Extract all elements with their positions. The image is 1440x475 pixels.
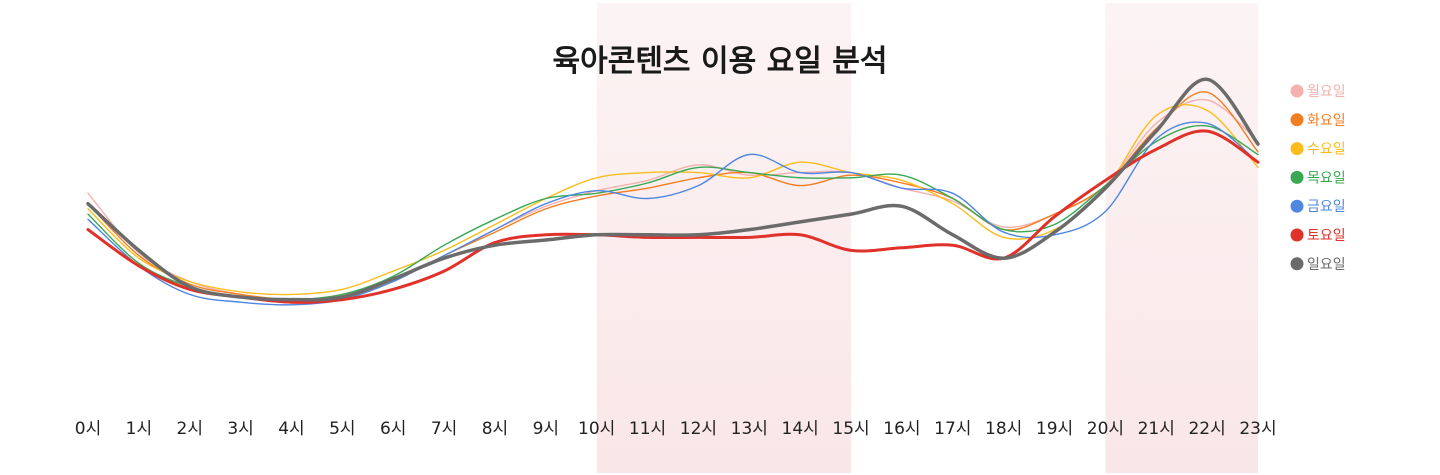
x-tick-label: 23시 xyxy=(1239,419,1276,439)
legend-item-3[interactable]: 목요일 xyxy=(1290,170,1346,186)
legend-marker xyxy=(1290,170,1304,184)
x-tick-label: 17시 xyxy=(934,419,971,439)
series-lines xyxy=(86,77,1260,306)
x-tick-label: 21시 xyxy=(1138,419,1175,439)
x-tick-label: 15시 xyxy=(832,419,869,439)
legend-marker xyxy=(1290,257,1304,271)
legend-label: 토요일 xyxy=(1307,228,1346,244)
legend-item-5[interactable]: 토요일 xyxy=(1290,228,1346,244)
x-tick-label: 19시 xyxy=(1036,419,1073,439)
legend-marker xyxy=(1290,142,1304,156)
x-tick-label: 4시 xyxy=(278,419,304,439)
legend-item-6[interactable]: 일요일 xyxy=(1290,257,1346,273)
x-tick-label: 13시 xyxy=(731,419,768,439)
x-tick-label: 10시 xyxy=(578,419,615,439)
legend-label: 화요일 xyxy=(1307,113,1346,129)
x-tick-label: 3시 xyxy=(227,419,253,439)
x-tick-label: 12시 xyxy=(680,419,717,439)
legend-label: 금요일 xyxy=(1307,199,1346,215)
series-line-6 xyxy=(86,77,1260,302)
legend-label: 목요일 xyxy=(1307,170,1346,186)
legend-label: 수요일 xyxy=(1307,142,1346,158)
series-line-4 xyxy=(87,121,1259,306)
legend-item-4[interactable]: 금요일 xyxy=(1290,199,1346,215)
x-tick-label: 8시 xyxy=(482,419,508,439)
x-tick-label: 7시 xyxy=(431,419,457,439)
x-tick-label: 0시 xyxy=(75,419,101,439)
series-line-5 xyxy=(86,129,1260,304)
x-tick-label: 22시 xyxy=(1188,419,1225,439)
legend-marker xyxy=(1290,84,1304,98)
legend-marker xyxy=(1290,199,1304,213)
x-tick-label: 14시 xyxy=(782,419,819,439)
legend-label: 월요일 xyxy=(1307,84,1346,100)
legend-item-0[interactable]: 월요일 xyxy=(1290,84,1346,100)
legend-item-1[interactable]: 화요일 xyxy=(1290,113,1346,129)
x-tick-label: 1시 xyxy=(126,419,152,439)
x-tick-label: 20시 xyxy=(1087,419,1124,439)
x-tick-label: 5시 xyxy=(329,419,355,439)
chart-title: 육아콘텐츠 이용 요일 분석 xyxy=(553,44,888,79)
x-tick-label: 18시 xyxy=(985,419,1022,439)
x-tick-label: 16시 xyxy=(883,419,920,439)
x-tick-label: 11시 xyxy=(629,419,666,439)
x-tick-label: 9시 xyxy=(533,419,559,439)
legend-marker xyxy=(1290,113,1304,127)
highlight-band-1 xyxy=(1105,3,1258,473)
legend-item-2[interactable]: 수요일 xyxy=(1290,142,1346,158)
x-tick-label: 2시 xyxy=(177,419,203,439)
x-axis-ticks: 0시 1시 2시 3시 4시 5시 6시 7시 8시 9시 10시 11시 12시 13시 14시 15시 16… xyxy=(75,419,1277,439)
legend-marker xyxy=(1290,228,1304,242)
legend-label: 일요일 xyxy=(1307,257,1346,273)
x-tick-label: 6시 xyxy=(380,419,406,439)
